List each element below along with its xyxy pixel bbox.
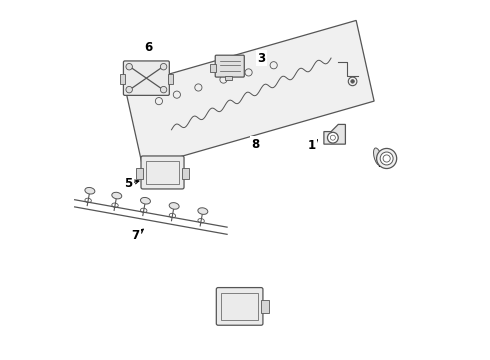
Circle shape — [160, 86, 167, 93]
Text: 1: 1 — [307, 139, 316, 152]
Bar — [182, 168, 189, 179]
Circle shape — [126, 86, 132, 93]
Text: 7: 7 — [131, 229, 140, 242]
FancyBboxPatch shape — [215, 55, 245, 77]
Text: 3: 3 — [257, 51, 265, 64]
Ellipse shape — [169, 203, 179, 209]
Text: 4: 4 — [248, 294, 256, 307]
Ellipse shape — [85, 188, 95, 194]
Text: 5: 5 — [124, 177, 133, 190]
Text: 8: 8 — [252, 138, 260, 150]
FancyBboxPatch shape — [216, 288, 263, 325]
Ellipse shape — [141, 197, 150, 204]
Circle shape — [380, 152, 393, 165]
FancyBboxPatch shape — [123, 61, 170, 95]
Bar — [261, 300, 269, 314]
Bar — [210, 64, 216, 72]
Bar — [168, 74, 173, 84]
Polygon shape — [125, 21, 374, 167]
FancyBboxPatch shape — [141, 156, 184, 189]
Bar — [221, 293, 258, 320]
Polygon shape — [324, 125, 345, 144]
Circle shape — [126, 63, 132, 70]
Bar — [120, 74, 125, 84]
Ellipse shape — [373, 148, 382, 165]
Circle shape — [351, 80, 354, 83]
Text: 6: 6 — [144, 41, 152, 54]
Circle shape — [377, 148, 397, 168]
Ellipse shape — [198, 208, 208, 214]
Circle shape — [327, 132, 338, 143]
Bar — [146, 161, 179, 184]
Circle shape — [160, 63, 167, 70]
Bar — [136, 168, 143, 179]
Ellipse shape — [112, 192, 122, 199]
Text: 2: 2 — [377, 157, 385, 170]
Bar — [225, 76, 232, 80]
